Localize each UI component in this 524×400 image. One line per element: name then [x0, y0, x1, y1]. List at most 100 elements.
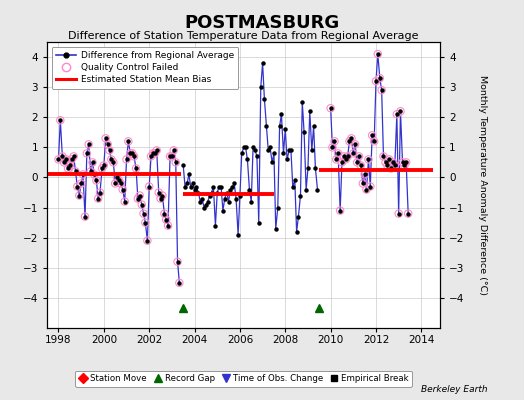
Point [404, 210, 412, 217]
Point [126, 150, 135, 156]
Point [158, 192, 167, 199]
Point [117, 180, 125, 187]
Point [362, 186, 370, 193]
Point [111, 180, 119, 187]
Text: POSTMASBURG: POSTMASBURG [184, 14, 340, 32]
Point [349, 150, 357, 156]
Point [56, 117, 64, 124]
Point [104, 141, 112, 148]
Point [364, 156, 373, 163]
Point [128, 150, 136, 156]
Point [358, 180, 367, 187]
Point [75, 192, 83, 199]
Point [169, 147, 178, 154]
Point [86, 168, 95, 175]
Point [66, 162, 74, 169]
Point [390, 162, 399, 169]
Point [84, 141, 93, 148]
Point [64, 165, 72, 172]
Point [54, 156, 63, 163]
Point [62, 156, 70, 163]
Point [155, 189, 163, 196]
Point [328, 144, 336, 150]
Point [334, 150, 342, 156]
Point [134, 195, 142, 202]
Point [124, 138, 133, 144]
Point [376, 75, 384, 81]
Point [402, 159, 410, 166]
Point [387, 165, 396, 172]
Point [89, 159, 97, 166]
Point [79, 171, 87, 178]
Point [100, 162, 108, 169]
Point [143, 238, 151, 244]
Point [398, 159, 407, 166]
Point [336, 207, 344, 214]
Y-axis label: Monthly Temperature Anomaly Difference (°C): Monthly Temperature Anomaly Difference (… [478, 75, 487, 295]
Point [122, 156, 130, 163]
Point [171, 159, 180, 166]
Point [372, 78, 380, 84]
Point [374, 51, 382, 57]
Point [118, 186, 127, 193]
Point [156, 195, 165, 202]
Point [94, 195, 102, 202]
Point [332, 156, 341, 163]
Point [92, 177, 101, 184]
Point [343, 153, 352, 160]
Point [389, 159, 397, 166]
Point [77, 180, 85, 187]
Title: Difference of Station Temperature Data from Regional Average: Difference of Station Temperature Data f… [69, 31, 419, 41]
Point [166, 153, 174, 160]
Point [392, 111, 401, 118]
Text: Berkeley Earth: Berkeley Earth [421, 385, 487, 394]
Point [347, 135, 356, 142]
Point [70, 153, 78, 160]
Point [381, 159, 390, 166]
Point [383, 162, 391, 169]
Point [151, 150, 159, 156]
Point [355, 153, 363, 160]
Point [326, 105, 335, 112]
Point [149, 150, 157, 156]
Point [139, 210, 148, 217]
Point [160, 210, 169, 217]
Point [147, 153, 155, 160]
Point [168, 153, 176, 160]
Point [396, 108, 405, 114]
Point [379, 153, 388, 160]
Point [361, 171, 369, 178]
Point [136, 192, 144, 199]
Point [338, 159, 346, 166]
Point [353, 159, 362, 166]
Point [152, 147, 161, 154]
Point [377, 87, 386, 93]
Point [98, 165, 106, 172]
Point [175, 280, 183, 286]
Point [162, 216, 170, 223]
Point [141, 220, 149, 226]
Point [145, 183, 154, 190]
Point [132, 165, 140, 172]
Point [370, 138, 378, 144]
Point [81, 214, 89, 220]
Point [342, 156, 350, 163]
Point [68, 156, 76, 163]
Point [173, 258, 182, 265]
Point [113, 174, 121, 181]
Point [71, 168, 80, 175]
Point [115, 177, 123, 184]
Point [58, 153, 67, 160]
Point [400, 162, 409, 169]
Point [73, 183, 82, 190]
Point [368, 132, 376, 138]
Point [385, 156, 394, 163]
Legend: Station Move, Record Gap, Time of Obs. Change, Empirical Break: Station Move, Record Gap, Time of Obs. C… [75, 371, 412, 387]
Point [395, 210, 403, 217]
Point [96, 189, 104, 196]
Point [330, 138, 339, 144]
Point [164, 222, 172, 229]
Point [105, 147, 114, 154]
Point [357, 162, 365, 169]
Point [345, 138, 354, 144]
